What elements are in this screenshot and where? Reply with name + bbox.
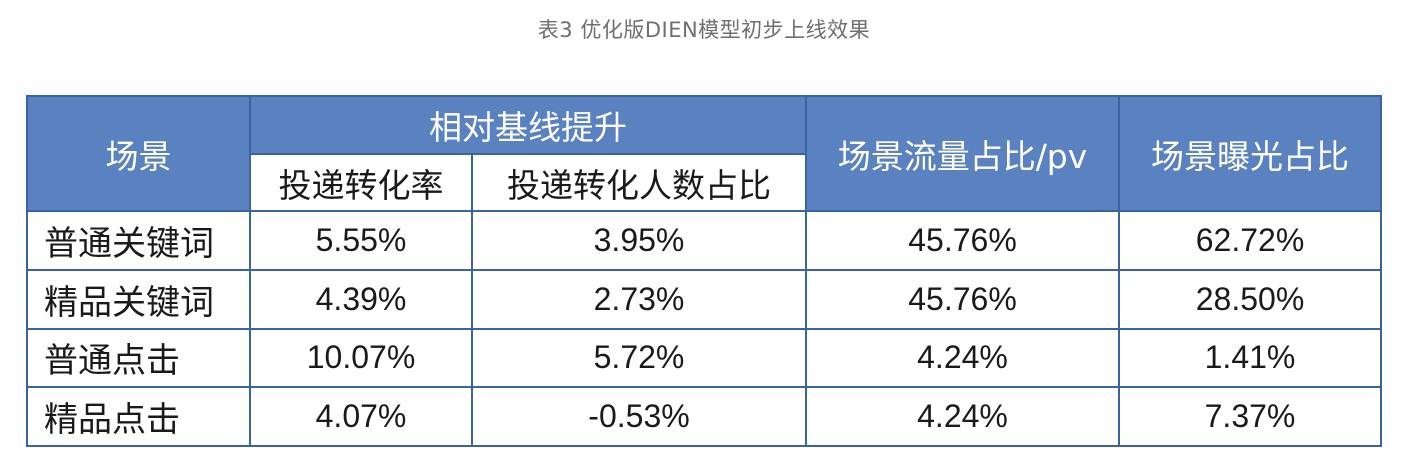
table-row: 普通关键词 5.55% 3.95% 45.76% 62.72% — [26, 210, 1382, 271]
subheader-row: 投递转化率 投递转化人数占比 — [27, 153, 1381, 212]
table-row: 普通点击 10.07% 5.72% 4.24% 1.41% — [26, 327, 1382, 389]
cell-traffic-share: 4.24% — [805, 327, 1120, 389]
cell-conversion-users: 3.95% — [471, 210, 807, 271]
row-scene: 普通关键词 — [26, 210, 251, 271]
table-row: 精品关键词 4.39% 2.73% 45.76% 28.50% — [26, 268, 1382, 330]
row-scene: 精品关键词 — [26, 268, 251, 330]
cell-exposure-share: 62.72% — [1118, 210, 1382, 271]
table-row: 精品点击 4.07% -0.53% 4.24% 7.37% — [26, 386, 1382, 447]
cell-conversion-rate: 5.55% — [249, 210, 473, 271]
cell-exposure-share: 7.37% — [1118, 386, 1382, 447]
cell-exposure-share: 1.41% — [1118, 327, 1382, 389]
cell-traffic-share: 45.76% — [805, 268, 1120, 330]
cell-conversion-rate: 4.39% — [249, 268, 473, 330]
table-caption: 表3 优化版DIEN模型初步上线效果 — [537, 18, 871, 42]
cell-conversion-users: 2.73% — [471, 268, 807, 330]
header-traffic-share: 场景流量占比/pv — [805, 95, 1120, 212]
row-scene: 精品点击 — [26, 386, 251, 447]
subheader-conversion-rate: 投递转化率 — [249, 153, 473, 212]
cell-conversion-users: 5.72% — [471, 327, 807, 389]
cell-exposure-share: 28.50% — [1118, 268, 1382, 330]
header-relative-lift: 相对基线提升 — [249, 95, 807, 155]
cell-conversion-rate: 10.07% — [249, 327, 473, 389]
header-row: 场景 相对基线提升 场景流量占比/pv 场景曝光占比 — [26, 95, 1382, 212]
results-table: 场景 相对基线提升 场景流量占比/pv 场景曝光占比 投递转化率 投递转化人数占… — [26, 95, 1382, 447]
header-scene: 场景 — [26, 95, 251, 212]
header-exposure-share: 场景曝光占比 — [1118, 95, 1382, 212]
cell-conversion-users: -0.53% — [471, 386, 807, 447]
row-scene: 普通点击 — [26, 327, 251, 389]
subheader-conversion-users: 投递转化人数占比 — [471, 153, 807, 212]
cell-traffic-share: 45.76% — [805, 210, 1120, 271]
cell-traffic-share: 4.24% — [805, 386, 1120, 447]
cell-conversion-rate: 4.07% — [249, 386, 473, 447]
